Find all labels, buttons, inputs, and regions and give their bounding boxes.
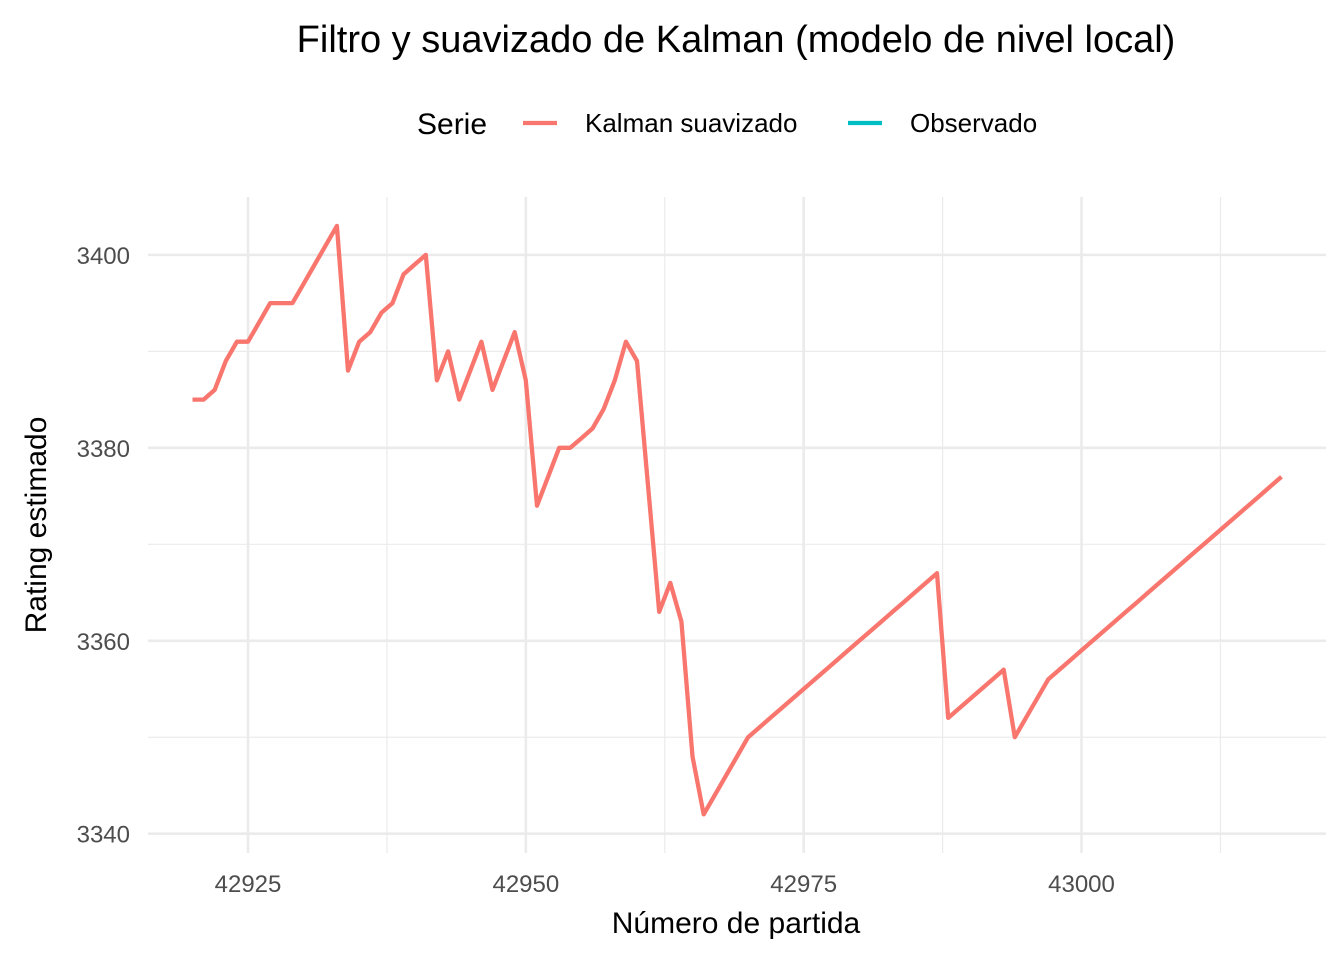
y-tick-label: 3380	[77, 436, 130, 463]
legend-title: Serie	[417, 108, 487, 141]
grid-major	[148, 197, 1326, 853]
y-axis-title: Rating estimado	[20, 417, 53, 634]
x-axis-ticks: 42925 42950 42975 43000	[215, 871, 1115, 898]
x-tick-label: 42925	[215, 871, 282, 898]
legend-label: Kalman suavizado	[585, 108, 797, 138]
x-axis-title: Número de partida	[612, 907, 861, 940]
legend-item: Kalman suavizado	[523, 108, 797, 138]
y-tick-label: 3360	[77, 629, 130, 656]
x-tick-label: 42975	[770, 871, 837, 898]
y-tick-label: 3400	[77, 243, 130, 270]
legend-item: Observado	[848, 108, 1037, 138]
x-tick-label: 43000	[1048, 871, 1115, 898]
y-axis-ticks: 3340 3360 3380 3400	[77, 243, 130, 849]
series-line-0	[192, 223, 1283, 817]
legend: Serie Kalman suavizado Observado	[417, 108, 1037, 141]
chart-title: Filtro y suavizado de Kalman (modelo de …	[297, 19, 1176, 61]
x-tick-label: 42950	[492, 871, 559, 898]
legend-label: Observado	[910, 108, 1037, 138]
y-tick-label: 3340	[77, 822, 130, 849]
series-layer	[192, 223, 1283, 817]
